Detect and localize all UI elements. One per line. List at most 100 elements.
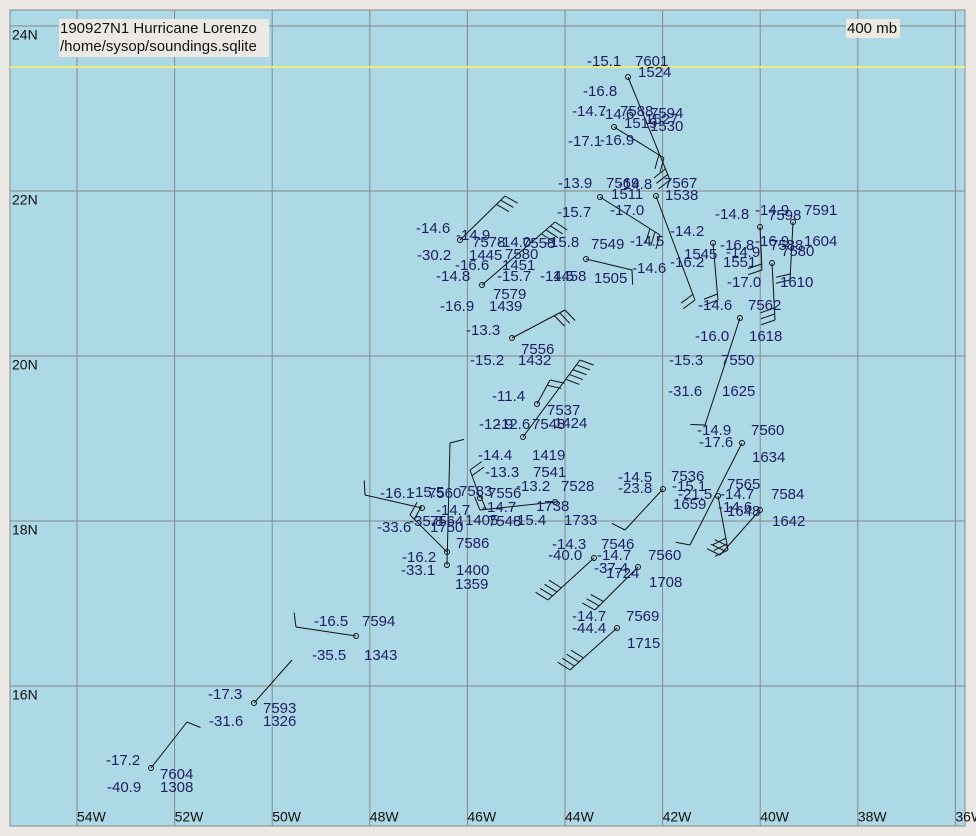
barb-staff	[522, 359, 581, 438]
station-value: -44.4	[572, 620, 606, 637]
station-value: -14.6	[698, 297, 732, 314]
station-value: -14.7	[572, 103, 606, 120]
station-value: -15.8	[545, 234, 579, 251]
barb-tick	[496, 203, 510, 213]
station-value: -17.0	[610, 202, 644, 219]
station-value: 7550	[721, 352, 754, 369]
station-value: -16.2	[402, 549, 436, 566]
station-value: 7579	[493, 286, 526, 303]
station-value: 7588	[620, 103, 653, 120]
barb-staff	[704, 317, 741, 426]
station-value: 7580	[505, 246, 538, 263]
barb-tick	[760, 313, 775, 320]
barb-tick	[449, 438, 465, 444]
station-value: -31.6	[668, 383, 702, 400]
barb-staff	[364, 494, 423, 509]
station-value: -15.2	[470, 352, 504, 369]
station-value: -23.8	[618, 480, 652, 497]
station	[457, 237, 463, 243]
barb-tick	[747, 263, 762, 270]
station-value: -13.2	[516, 478, 550, 495]
lat-label: 22N	[12, 192, 38, 208]
map-area	[9, 9, 966, 827]
station-value: -16.2	[670, 254, 704, 271]
barb-tick	[557, 661, 571, 671]
station-value: 1511	[611, 186, 643, 203]
station-value: -14.7	[482, 499, 516, 516]
station-value: -12.9	[479, 416, 513, 433]
barb-tick	[564, 309, 576, 321]
lon-label: 36W	[955, 809, 976, 825]
station-value: -14.7	[436, 502, 470, 519]
station-value: 7593	[263, 700, 296, 717]
station-value: 1359	[455, 576, 488, 593]
barb-tick	[409, 502, 418, 516]
barb-tick	[680, 293, 694, 304]
station-value: -14.9	[755, 202, 789, 219]
station-value: -16.9	[440, 298, 474, 315]
station-value: -14.7	[597, 547, 631, 564]
station-value: -15.1	[587, 53, 621, 70]
station-value: -14.4	[478, 447, 512, 464]
barb-tick	[535, 591, 549, 601]
station-value: -12.6	[496, 416, 530, 433]
station-value: -16.6	[455, 257, 489, 274]
barb-tick	[704, 299, 719, 306]
station-value: 1445	[469, 247, 502, 264]
barb-tick	[675, 541, 691, 546]
barb-tick	[569, 373, 584, 381]
station-value: -40.9	[107, 779, 141, 796]
station-value: 1405	[465, 512, 498, 529]
station	[419, 505, 425, 511]
station	[757, 507, 763, 513]
barb-staff	[511, 309, 566, 339]
station-value: 1724	[606, 565, 639, 582]
barb-tick	[579, 359, 594, 366]
station-value: -15.3	[669, 352, 703, 369]
barb-tick	[186, 721, 201, 728]
lon-label: 46W	[467, 809, 497, 825]
station-value: -16.9	[600, 132, 634, 149]
barb-tick	[714, 539, 729, 547]
station-value: 7541	[533, 464, 566, 481]
station-value: 1432	[518, 352, 551, 369]
station-value: 7536	[671, 468, 704, 485]
station-value: -14.7	[720, 486, 754, 503]
station-value: 1715	[627, 635, 660, 652]
barb-tick	[559, 312, 571, 324]
station-value: 1439	[489, 298, 522, 315]
station-value: -14.5	[630, 233, 664, 250]
lon-label: 38W	[858, 809, 888, 825]
station-value: 1527	[645, 111, 678, 128]
station-value: 7528	[561, 478, 594, 495]
station-value: -35.8	[409, 513, 443, 530]
station	[477, 495, 483, 501]
barb-tick	[659, 157, 665, 173]
station-value: -14.6	[600, 106, 634, 123]
station-value: -17.0	[727, 274, 761, 291]
station-value: -16.9	[755, 233, 789, 250]
station-value: -15.7	[497, 268, 531, 285]
barb-staff	[547, 557, 595, 601]
station-value: 1551	[723, 254, 756, 271]
barb-tick	[650, 231, 656, 246]
station-value: -14.8	[715, 206, 749, 223]
station-value: -40.0	[548, 547, 582, 564]
station-value: 7564	[430, 513, 463, 530]
barb-tick	[570, 649, 584, 659]
station-value: -33.1	[401, 562, 435, 579]
station-value: 7591	[804, 202, 837, 219]
station-value: 1343	[364, 647, 397, 664]
station-value: -17.2	[106, 752, 140, 769]
station-value: 1648	[727, 503, 760, 520]
barb-staff	[479, 501, 556, 511]
barb-staff	[789, 221, 794, 281]
station-value: -33.6	[377, 519, 411, 536]
station-value: -14.5	[540, 268, 574, 285]
barb-tick	[655, 234, 661, 250]
barb-staff	[446, 442, 451, 566]
station-value: 7598	[768, 207, 801, 224]
station-value: -13.3	[485, 464, 519, 481]
lon-label: 54W	[77, 809, 107, 825]
